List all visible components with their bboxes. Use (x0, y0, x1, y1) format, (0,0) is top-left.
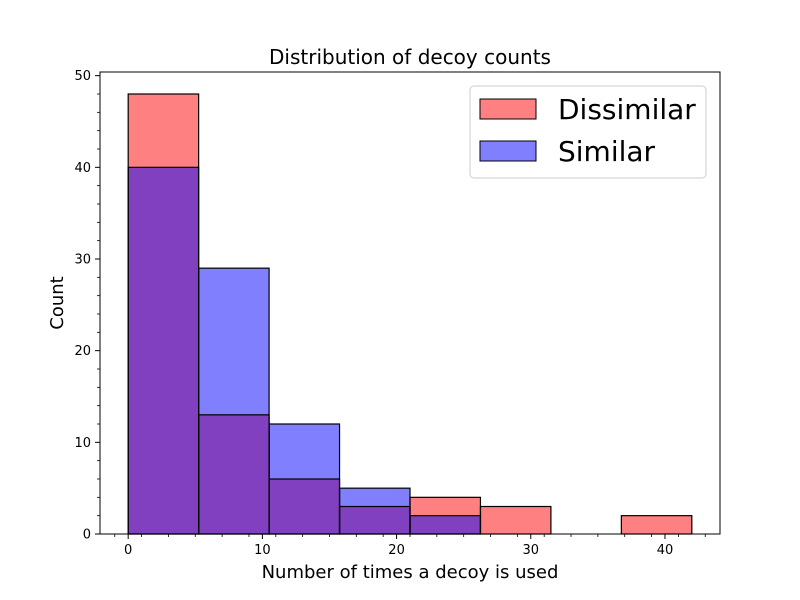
bar-overlap-bin-1 (198, 414, 270, 534)
x-tick-label-20: 20 (388, 543, 405, 558)
x-tick-label-40: 40 (657, 543, 674, 558)
bar-overlap-bin-3 (339, 506, 410, 534)
y-tick-label-30: 30 (74, 253, 91, 268)
y-tick-label-40: 40 (74, 161, 91, 176)
bar-overlap-bin-2 (269, 479, 340, 534)
bar-dissimilar-bin-7 (621, 515, 692, 534)
bar-dissimilar-bin-5 (480, 506, 551, 534)
y-tick-label-10: 10 (74, 436, 91, 451)
legend-swatch-similar (479, 140, 537, 162)
legend-label-dissimilar: Dissimilar (558, 93, 696, 126)
legend: Dissimilar Similar (469, 85, 707, 179)
x-tick-label-0: 0 (124, 543, 132, 558)
bar-overlap-bin-0 (128, 167, 199, 535)
legend-swatch-dissimilar (479, 98, 537, 120)
y-tick-label-50: 50 (74, 69, 91, 84)
bar-overlap-bin-4 (410, 515, 481, 534)
chart-title: Distribution of decoy counts (269, 45, 551, 69)
y-axis-label: Count (47, 276, 68, 329)
x-axis-label: Number of times a decoy is used (262, 562, 559, 583)
x-tick-label-10: 10 (254, 543, 271, 558)
x-tick-label-30: 30 (523, 543, 540, 558)
legend-label-similar: Similar (558, 135, 656, 168)
y-tick-label-0: 0 (83, 528, 91, 543)
y-tick-label-20: 20 (74, 344, 91, 359)
